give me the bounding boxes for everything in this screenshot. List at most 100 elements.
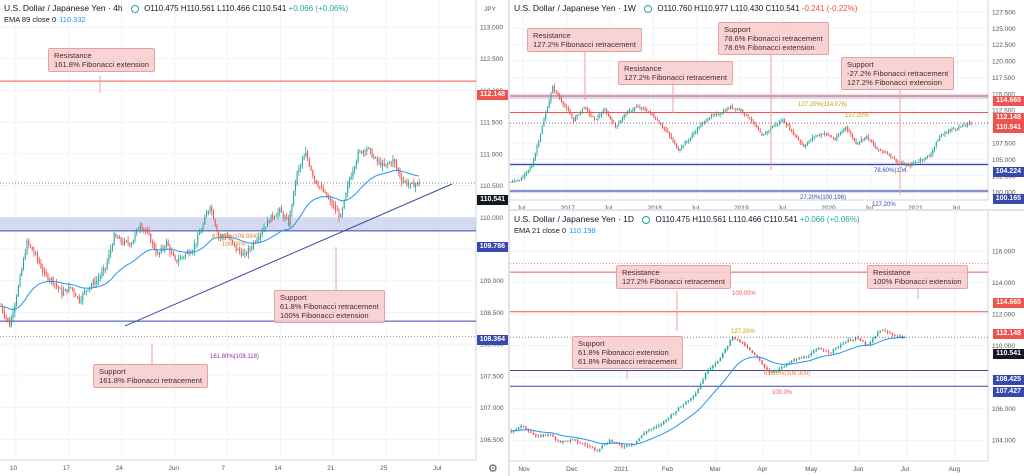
candle-body bbox=[827, 133, 829, 136]
candle-body bbox=[371, 150, 373, 158]
candle-body bbox=[334, 205, 336, 211]
candle-body bbox=[815, 135, 817, 137]
candle-body bbox=[21, 269, 23, 276]
candle-body bbox=[317, 183, 319, 187]
candle-body bbox=[591, 446, 594, 448]
chart-pane-4h[interactable]: 113.000112.500112.000111.500111.000110.5… bbox=[0, 0, 508, 476]
candle-body bbox=[852, 134, 854, 139]
settings-gear-icon[interactable]: ⚙ bbox=[488, 463, 498, 475]
candle-body bbox=[84, 291, 86, 294]
candle-body bbox=[261, 231, 263, 234]
candle-body bbox=[788, 362, 790, 364]
x-tick-label: Jul bbox=[778, 205, 787, 209]
candle-body bbox=[131, 244, 133, 245]
candle-body bbox=[113, 233, 115, 246]
candle-body bbox=[383, 163, 385, 166]
candle-body bbox=[134, 233, 136, 240]
candle-body bbox=[562, 101, 564, 105]
candle-body bbox=[637, 106, 639, 108]
pane-divider-horizontal[interactable] bbox=[510, 209, 1024, 211]
candle-body bbox=[594, 447, 596, 450]
candle-body bbox=[808, 140, 810, 143]
x-tick-label: 2019 bbox=[734, 205, 749, 209]
candle-body bbox=[178, 259, 180, 262]
candle-body bbox=[663, 127, 665, 129]
x-tick-label: 2021 bbox=[614, 466, 629, 473]
candle-body bbox=[606, 109, 608, 114]
chart-4h-canvas[interactable]: 113.000112.500112.000111.500111.000110.5… bbox=[0, 0, 508, 476]
candle-body bbox=[3, 311, 5, 316]
candle-body bbox=[143, 228, 145, 230]
candle-body bbox=[331, 200, 333, 206]
candle-body bbox=[599, 448, 601, 451]
candle-body bbox=[942, 134, 944, 136]
y-tick-label: 107.500 bbox=[480, 373, 504, 380]
chart-1d-canvas[interactable]: 116.000114.000112.000110.000108.000106.0… bbox=[510, 211, 1024, 476]
candle-body bbox=[628, 110, 630, 112]
candle-body bbox=[855, 140, 857, 144]
candle-body bbox=[724, 348, 726, 353]
candle-body bbox=[155, 248, 157, 254]
candle-body bbox=[510, 182, 512, 184]
candle-body bbox=[219, 236, 221, 238]
callout-line: 61.8% Fibonacci extension bbox=[578, 348, 669, 357]
candle-body bbox=[662, 421, 665, 425]
candle-body bbox=[63, 291, 65, 296]
candle-body bbox=[146, 231, 148, 233]
candle-body bbox=[324, 191, 326, 193]
support-zone bbox=[0, 217, 476, 231]
pane-1w-ohlc: O110.760 H110.977 L110.430 C110.541 bbox=[657, 4, 800, 13]
y-tick-label: 104.000 bbox=[992, 438, 1016, 445]
candle-body bbox=[639, 106, 641, 109]
candle-body bbox=[205, 213, 208, 218]
candle-body bbox=[694, 393, 697, 397]
candle-body bbox=[136, 229, 138, 234]
x-tick-label: 2021 bbox=[908, 205, 923, 209]
chart-pane-1d[interactable]: 116.000114.000112.000110.000108.000106.0… bbox=[510, 211, 1024, 476]
chart-pane-1w[interactable]: 127.500 125.000 122.500 120.000 117.500 115.0… bbox=[510, 0, 1024, 209]
candle-body bbox=[525, 426, 527, 430]
candle-body bbox=[300, 164, 302, 169]
candle-body bbox=[859, 141, 861, 143]
callout-support-4h-a: Support 61.8% Fibonacci retracement 100%… bbox=[274, 290, 385, 323]
y-tick-label: 111.500 bbox=[480, 120, 503, 127]
callout-line: Resistance bbox=[873, 268, 911, 277]
candle-body bbox=[59, 288, 61, 290]
ema-label: EMA 89 close 0 bbox=[4, 15, 57, 24]
candle-body bbox=[869, 139, 871, 141]
callout-resistance-1w-a: Resistance 127.2% Fibonacci retracement bbox=[527, 28, 642, 52]
candle-body bbox=[541, 126, 543, 134]
candle-body bbox=[886, 331, 889, 333]
fib-label: 161.80%(108.118) bbox=[210, 354, 259, 360]
candle-body bbox=[235, 245, 237, 251]
candle-body bbox=[834, 138, 836, 140]
candle-body bbox=[906, 164, 908, 166]
candle-body bbox=[859, 338, 862, 341]
candle-body bbox=[529, 167, 531, 170]
candle-body bbox=[953, 128, 955, 130]
candle-body bbox=[2, 306, 4, 312]
ema-line bbox=[511, 337, 905, 445]
candle-body bbox=[831, 136, 833, 138]
candle-body bbox=[282, 212, 284, 219]
pane-divider-vertical[interactable] bbox=[508, 0, 510, 476]
ema-21-legend[interactable]: EMA 21 close 0 110.198 bbox=[514, 226, 596, 235]
callout-line: Resistance bbox=[622, 268, 660, 277]
pane-1d-title: U.S. Dollar / Japanese Yen · 1D bbox=[514, 214, 635, 224]
candle-body bbox=[904, 163, 906, 166]
candle-body bbox=[677, 147, 679, 151]
candle-body bbox=[878, 148, 880, 150]
candle-body bbox=[284, 217, 286, 219]
candle-body bbox=[883, 151, 885, 153]
candle-body bbox=[687, 400, 690, 402]
candle-body bbox=[373, 157, 375, 159]
candle-body bbox=[361, 151, 363, 154]
candle-body bbox=[756, 125, 758, 128]
candle-body bbox=[719, 358, 722, 362]
candle-body bbox=[104, 267, 106, 269]
candle-body bbox=[233, 242, 235, 246]
ema-89-legend[interactable]: EMA 89 close 0 110.332 bbox=[4, 15, 86, 24]
candle-body bbox=[326, 192, 328, 198]
candle-body bbox=[960, 126, 962, 128]
candle-body bbox=[940, 135, 943, 137]
